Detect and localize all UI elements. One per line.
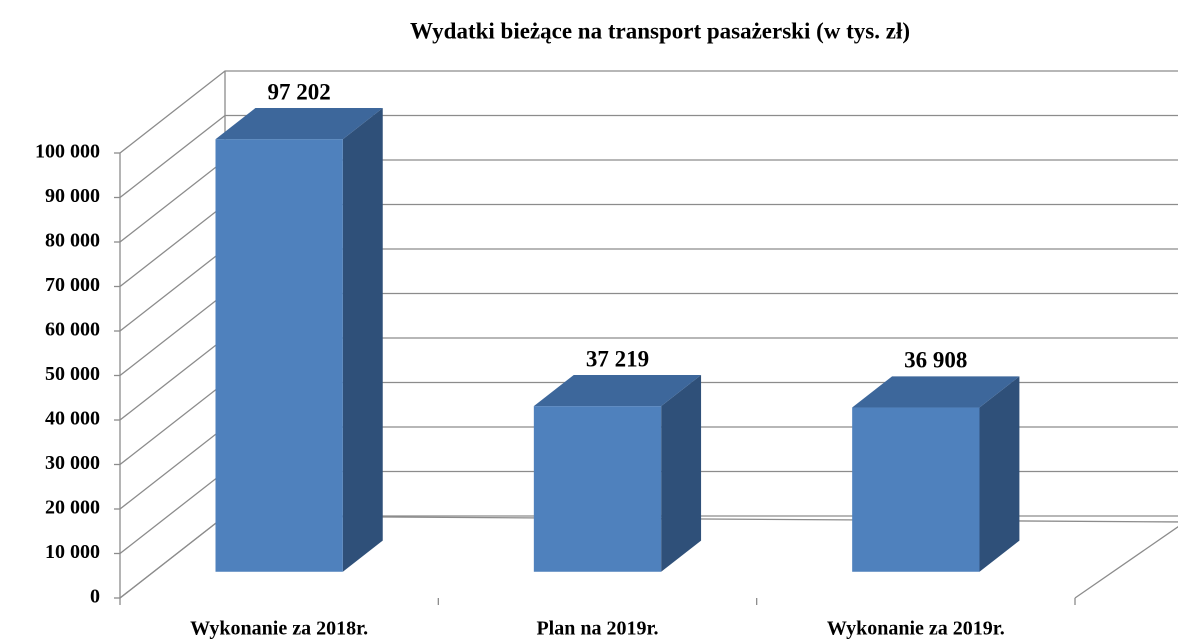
chart-title: Wydatki bieżące na transport pasażerski … [410, 18, 910, 43]
y-tick-label: 70 000 [45, 274, 100, 296]
bar [533, 406, 662, 572]
y-tick-label: 80 000 [45, 230, 100, 252]
y-tick-label: 50 000 [45, 363, 100, 385]
y-tick-label: 10 000 [45, 541, 100, 563]
data-label: 97 202 [267, 79, 330, 104]
y-tick-label: 40 000 [45, 408, 100, 430]
bar-side [342, 108, 383, 572]
grid-line [119, 70, 1178, 154]
bar [852, 407, 980, 572]
y-tick-label: 90 000 [45, 185, 100, 207]
y-tick-label: 30 000 [45, 452, 100, 474]
y-tick-label: 0 [90, 586, 100, 608]
bar-top [215, 108, 383, 140]
bar-top [852, 376, 1020, 408]
grid-line [119, 114, 1178, 199]
bar-top [533, 374, 702, 407]
y-tick-label: 100 000 [35, 141, 100, 163]
bar-side [979, 376, 1020, 572]
y-tick-label: 20 000 [45, 497, 100, 519]
y-tick-label: 60 000 [45, 319, 100, 341]
bar [215, 139, 343, 572]
bar-side [661, 374, 702, 572]
data-label: 36 908 [904, 348, 967, 373]
x-tick-label: Plan na 2019r. [536, 618, 658, 640]
x-tick-label: Wykonanie za 2018r. [190, 618, 368, 640]
data-label: 37 219 [586, 346, 649, 371]
x-tick-label: Wykonanie za 2019r. [827, 618, 1005, 640]
